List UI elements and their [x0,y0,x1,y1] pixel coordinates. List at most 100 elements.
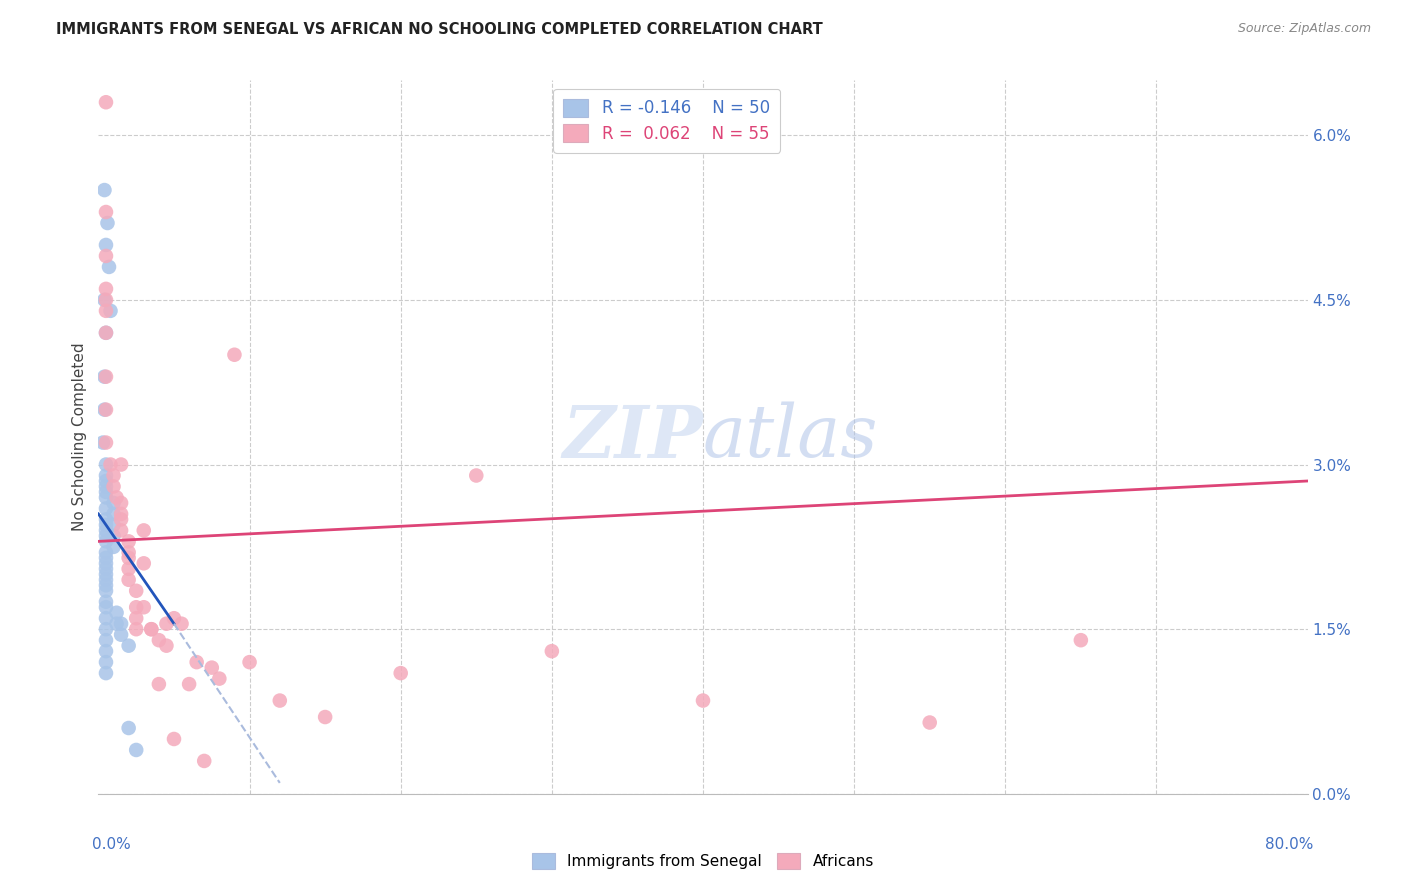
Point [105,606,128,620]
Point [389,666,412,681]
Point [201,660,224,674]
Point [94,633,117,648]
Point [918,715,941,730]
Text: IMMIGRANTS FROM SENEGAL VS AFRICAN NO SCHOOLING COMPLETED CORRELATION CHART: IMMIGRANTS FROM SENEGAL VS AFRICAN NO SC… [56,22,823,37]
Point [125,622,148,636]
Point [155,639,177,653]
Point [132,524,155,538]
Point [94,534,117,549]
Point [110,512,132,526]
Point [132,600,155,615]
Point [94,95,117,110]
Point [118,573,141,587]
Point [94,562,117,576]
Point [179,677,201,691]
Point [103,507,125,521]
Point [110,458,132,472]
Point [98,260,121,274]
Point [110,524,132,538]
Point [94,573,117,587]
Point [93,293,115,307]
Point [105,616,128,631]
Point [163,731,186,746]
Point [103,468,125,483]
Legend: Immigrants from Senegal, Africans: Immigrants from Senegal, Africans [526,847,880,875]
Point [118,639,141,653]
Point [94,524,117,538]
Legend: R = -0.146    N = 50, R =  0.062    N = 55: R = -0.146 N = 50, R = 0.062 N = 55 [554,88,780,153]
Point [94,468,117,483]
Point [94,485,117,500]
Point [94,611,117,625]
Point [314,710,336,724]
Point [103,496,125,510]
Point [103,529,125,543]
Point [155,616,177,631]
Point [94,550,117,565]
Point [94,578,117,592]
Text: Source: ZipAtlas.com: Source: ZipAtlas.com [1237,22,1371,36]
Point [118,562,141,576]
Point [94,517,117,532]
Point [94,435,117,450]
Point [93,402,115,417]
Point [103,540,125,554]
Point [94,238,117,252]
Point [94,655,117,669]
Text: 0.0%: 0.0% [93,837,131,852]
Point [94,491,117,505]
Point [94,326,117,340]
Point [93,369,115,384]
Point [125,600,148,615]
Point [100,303,122,318]
Point [118,534,141,549]
Point [94,595,117,609]
Point [224,348,246,362]
Point [94,644,117,658]
Point [125,583,148,598]
Point [94,293,117,307]
Point [163,611,186,625]
Point [94,501,117,516]
Point [94,600,117,615]
Point [94,249,117,263]
Point [93,183,115,197]
Point [110,496,132,510]
Point [118,550,141,565]
Point [118,721,141,735]
Text: 80.0%: 80.0% [1265,837,1313,852]
Point [208,672,231,686]
Point [125,611,148,625]
Point [94,205,117,219]
Text: atlas: atlas [703,401,879,473]
Point [94,545,117,559]
Point [118,545,141,559]
Point [94,557,117,571]
Point [94,567,117,582]
Point [110,628,132,642]
Point [1070,633,1092,648]
Point [94,282,117,296]
Point [96,216,118,230]
Text: ZIP: ZIP [562,401,703,473]
Point [132,557,155,571]
Point [541,644,564,658]
Point [148,633,170,648]
Point [94,303,117,318]
Point [94,622,117,636]
Point [103,517,125,532]
Point [94,583,117,598]
Point [269,693,291,707]
Point [141,622,163,636]
Point [94,326,117,340]
Point [141,622,163,636]
Point [94,479,117,493]
Point [94,402,117,417]
Point [94,529,117,543]
Point [239,655,262,669]
Point [692,693,714,707]
Point [193,754,215,768]
Point [186,655,208,669]
Point [94,369,117,384]
Point [94,474,117,488]
